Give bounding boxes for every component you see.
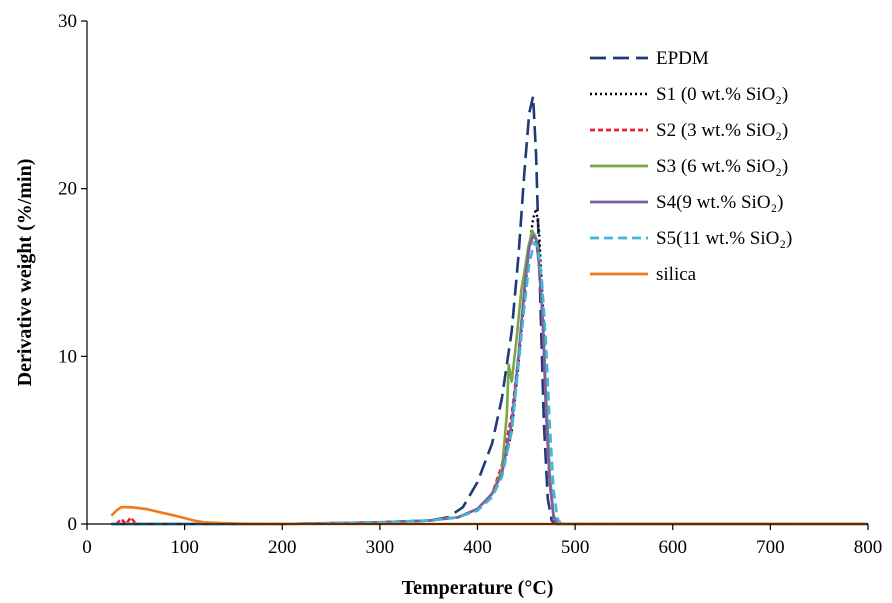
y-tick-label: 10 bbox=[58, 346, 77, 367]
series-line-s2-3-wt-sio bbox=[115, 234, 868, 526]
x-tick-label: 300 bbox=[366, 537, 395, 558]
x-axis-title: Temperature (°C) bbox=[402, 577, 554, 599]
x-tick-label: 100 bbox=[170, 537, 199, 558]
x-tick-label: 200 bbox=[268, 537, 297, 558]
legend-label-s1-0-wt-sio: S1 (0 wt.% SiO₂) bbox=[656, 84, 788, 105]
x-tick-label: 500 bbox=[561, 537, 590, 558]
legend-label-epdm: EPDM bbox=[656, 48, 709, 69]
legend: EPDM S1 (0 wt.% SiO₂) S2 (3 wt.% SiO₂) S3 (… bbox=[590, 48, 792, 285]
x-tick-label: 600 bbox=[659, 537, 688, 558]
y-ticks: 0 10 20 30 bbox=[58, 11, 87, 535]
series-line-s5-11-wt-sio bbox=[111, 241, 868, 526]
x-tick-label: 800 bbox=[854, 537, 883, 558]
x-tick-label: 400 bbox=[463, 537, 492, 558]
legend-label-silica: silica bbox=[656, 264, 697, 285]
x-tick-label: 0 bbox=[82, 537, 92, 558]
legend-label-s3-6-wt-sio: S3 (6 wt.% SiO₂) bbox=[656, 156, 788, 177]
series-line-s4-9-wt-sio bbox=[111, 234, 868, 526]
legend-label-s5-11-wt-sio: S5(11 wt.% SiO₂) bbox=[656, 228, 792, 249]
series-line-s3-6-wt-sio bbox=[111, 229, 868, 526]
y-axis-title: Derivative weight (%/min) bbox=[14, 159, 36, 387]
y-tick-label: 30 bbox=[58, 11, 77, 32]
x-ticks: 0 100 200 300 400 500 600 700 800 bbox=[82, 524, 882, 558]
legend-label-s4-9-wt-sio: S4(9 wt.% SiO₂) bbox=[656, 192, 784, 213]
y-tick-label: 0 bbox=[68, 514, 78, 535]
series-line-s1-0-wt-sio bbox=[111, 207, 868, 526]
axes-layer: 0 100 200 300 400 500 600 700 800 0 10 20 30 bbox=[58, 11, 882, 558]
x-tick-label: 700 bbox=[756, 537, 785, 558]
legend-label-s2-3-wt-sio: S2 (3 wt.% SiO₂) bbox=[656, 120, 788, 141]
series-line-silica bbox=[110, 505, 868, 526]
y-tick-label: 20 bbox=[58, 179, 77, 200]
